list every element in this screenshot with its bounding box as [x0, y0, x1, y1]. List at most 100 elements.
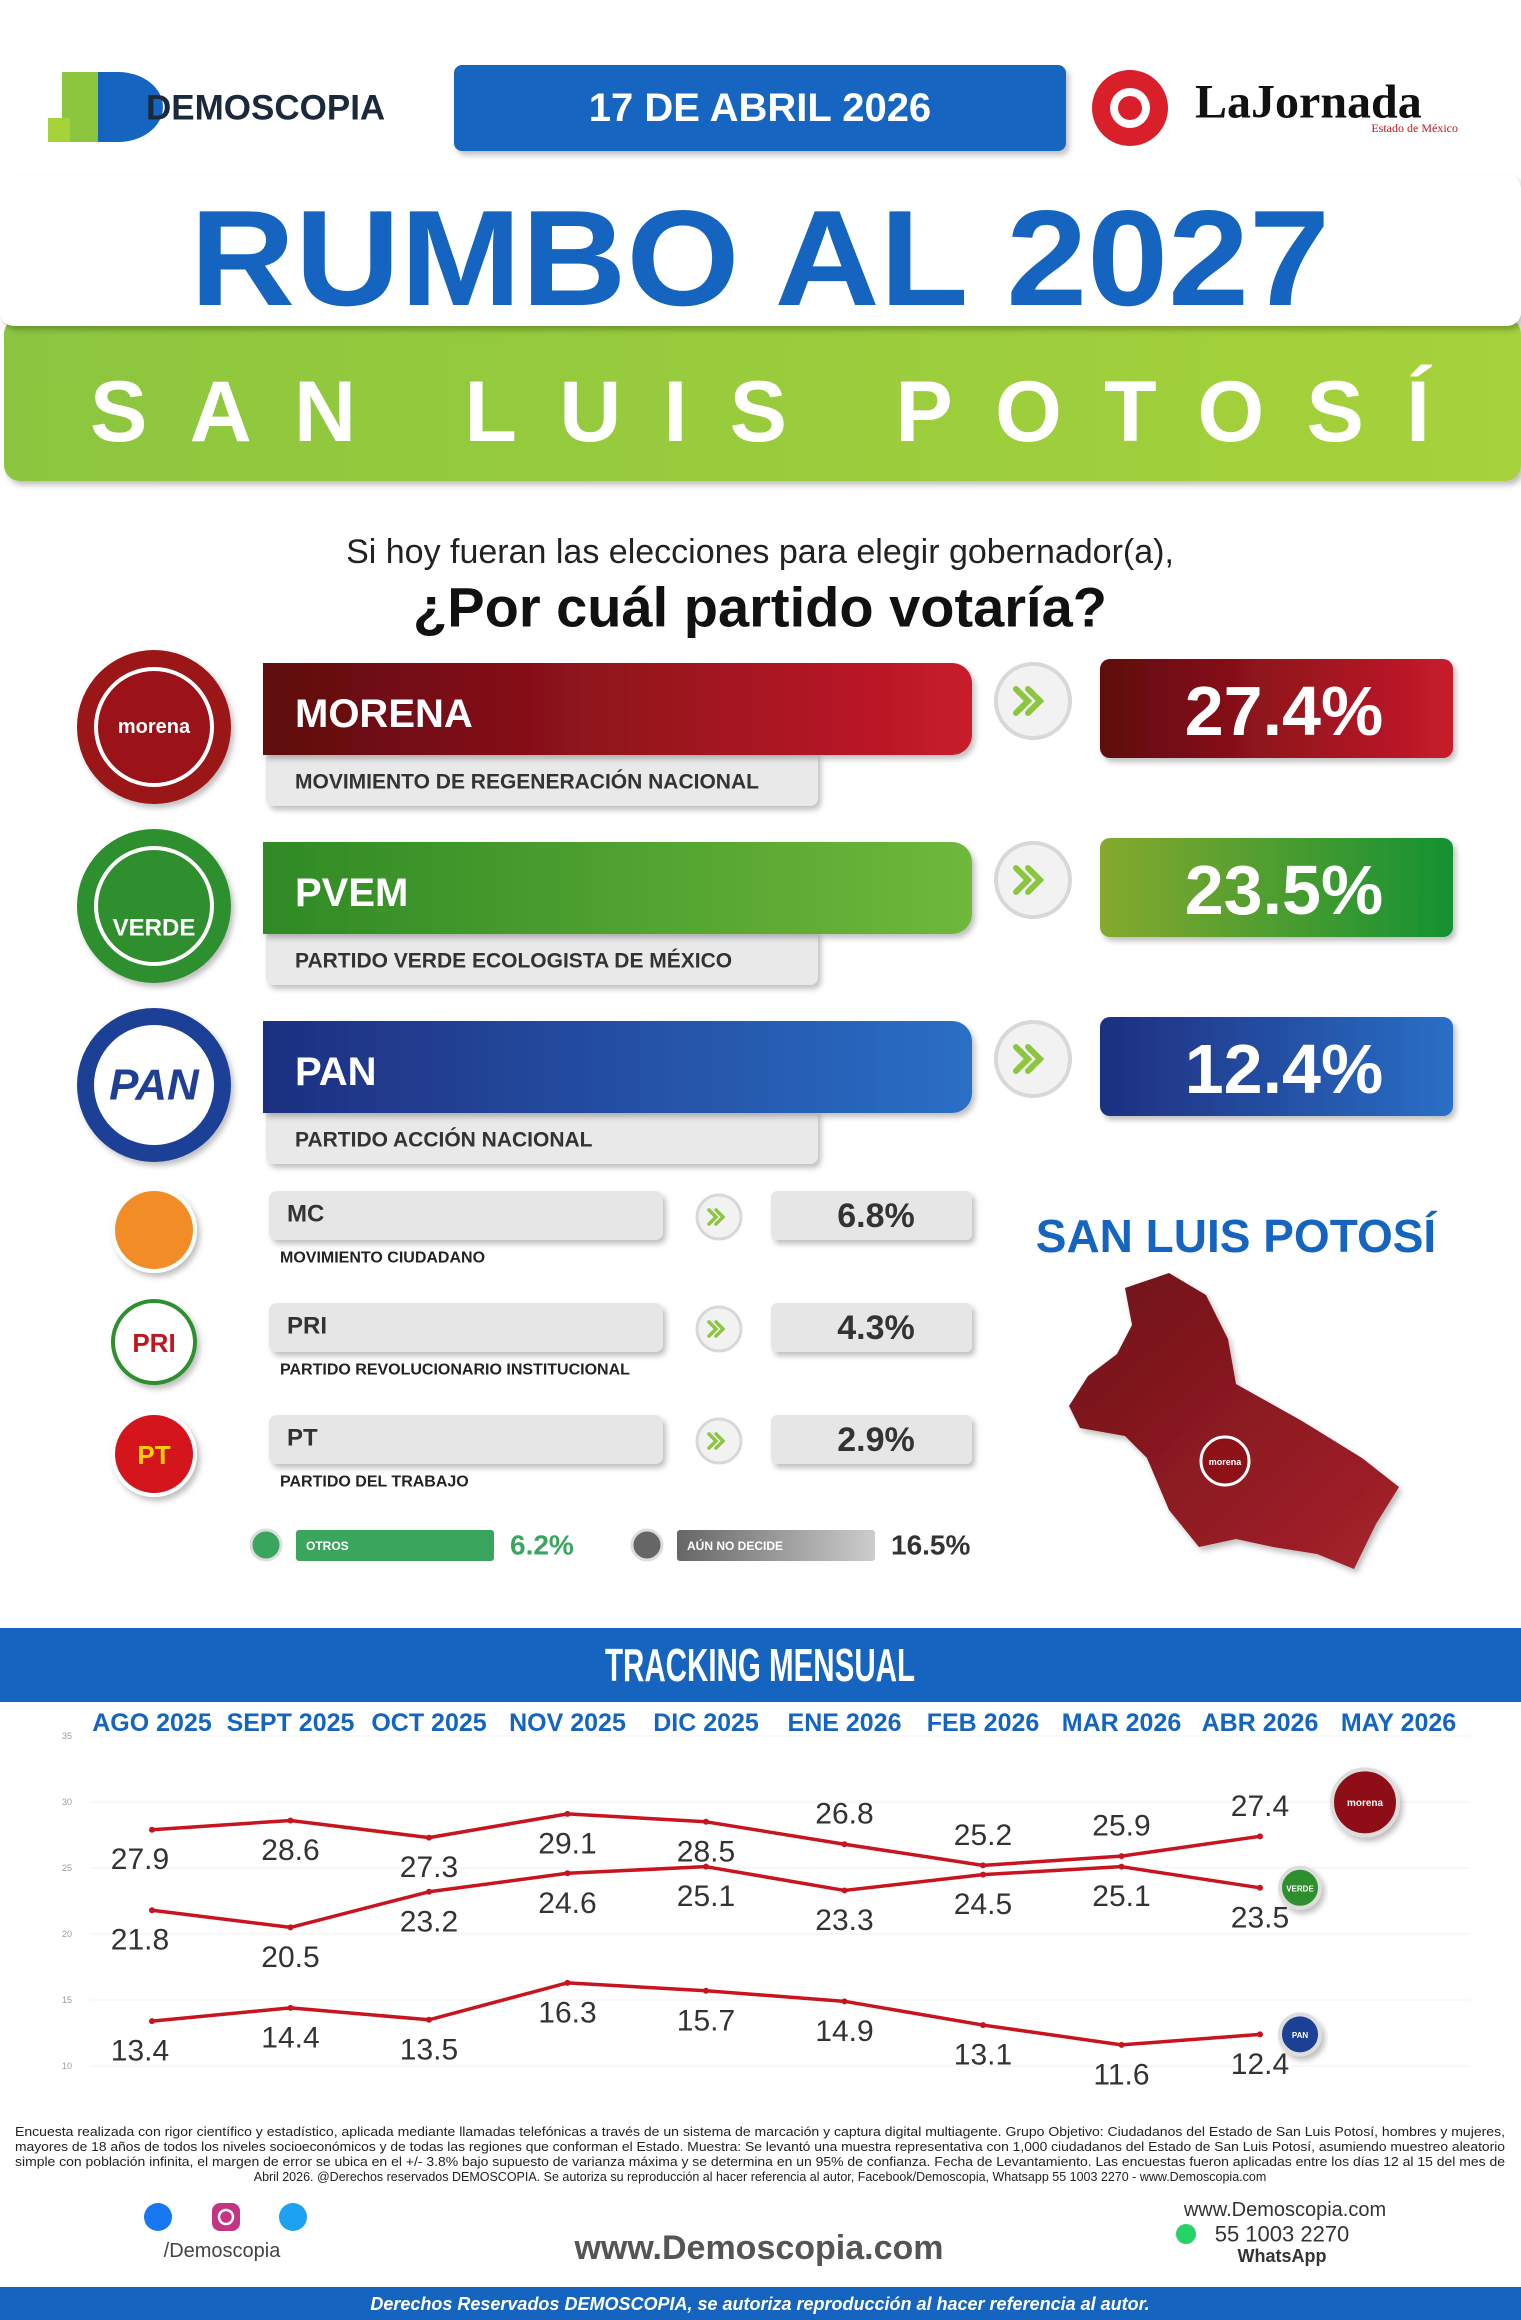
- title-band: [0, 175, 1521, 326]
- series-name: morena: [1347, 1798, 1384, 1809]
- party-bar: [269, 1191, 663, 1240]
- x-tick-label: MAR 2026: [1062, 1709, 1182, 1737]
- tracking-chart: 10 15 20 25 30 35 AGO 2025 SEPT 2025 OCT 2025 NOV…: [62, 1709, 1470, 2091]
- series-point: [287, 1924, 294, 1931]
- question-line1: Si hoy fueran las elecciones para elegir…: [346, 533, 1174, 571]
- party-full-name: PARTIDO VERDE ECOLOGISTA DE MÉXICO: [295, 950, 732, 973]
- y-tick-label: 10: [62, 2061, 72, 2071]
- party-value: 2.9%: [837, 1421, 915, 1459]
- party-logo: [111, 1411, 197, 1497]
- footnote: Encuesta realizada con rigor científico …: [15, 2125, 1505, 2184]
- chevron-icon: [1013, 1044, 1045, 1074]
- whatsapp-icon: [1176, 2224, 1196, 2244]
- party-logo-inner: [94, 667, 214, 787]
- value-label: 13.1: [954, 2039, 1012, 2072]
- partner-logo: LaJornada Estado de México: [1092, 70, 1458, 146]
- other-value: 6.2%: [510, 1530, 574, 1561]
- value-box: [771, 1303, 972, 1352]
- partner-name: LaJornada: [1195, 76, 1422, 129]
- series-point: [149, 2018, 155, 2025]
- series-point: [287, 1817, 294, 1824]
- party-sub-bar: [266, 929, 818, 985]
- series-point: [703, 1863, 709, 1870]
- party-value: 6.8%: [837, 1197, 915, 1235]
- value-label: 23.5: [1231, 1901, 1289, 1934]
- party-results: MORENA MOVIMIENTO DE REGENERACIÓN NACIONA…: [77, 650, 1453, 1497]
- value-label: 25.1: [677, 1880, 735, 1913]
- party-name: PVEM: [295, 871, 408, 915]
- value-box: [1100, 1017, 1453, 1116]
- series-point: [564, 1810, 571, 1817]
- arrow-circle: [994, 1020, 1072, 1098]
- series-point: [1257, 1833, 1263, 1840]
- social-handle: /Demoscopia: [164, 2240, 282, 2262]
- series-name: VERDE: [1286, 1884, 1314, 1893]
- value-label: 24.6: [538, 1887, 596, 1920]
- y-tick-label: 20: [62, 1929, 72, 1939]
- value-label: 25.1: [1092, 1880, 1150, 1913]
- value-label: 27.4: [1231, 1790, 1289, 1823]
- party-logo-label: PT: [137, 1440, 170, 1470]
- y-tick-label: 15: [62, 1995, 72, 2005]
- series-point: [980, 1862, 986, 1869]
- other-icon: [249, 1528, 283, 1562]
- series-point: [1257, 2031, 1263, 2038]
- other-icon: [630, 1528, 664, 1562]
- state-map: [1069, 1273, 1399, 1569]
- other-bar: [677, 1530, 875, 1561]
- party-logo-label: PAN: [109, 1061, 200, 1110]
- series-point: [426, 1888, 432, 1895]
- twitter-icon: [279, 2203, 307, 2231]
- series-point: [564, 1979, 571, 1986]
- x-tick-label: NOV 2025: [509, 1709, 626, 1737]
- series-point: [1118, 1853, 1125, 1860]
- x-tick-label: OCT 2025: [371, 1709, 486, 1737]
- party-name: MORENA: [295, 692, 473, 736]
- party-full-name: MOVIMIENTO DE REGENERACIÓN NACIONAL: [295, 770, 759, 794]
- arrow-circle: [994, 662, 1072, 740]
- value-label: 27.3: [400, 1851, 458, 1884]
- value-label: 13.4: [111, 2035, 169, 2068]
- value-label: 28.6: [261, 1834, 319, 1867]
- x-tick-label: AGO 2025: [92, 1709, 212, 1737]
- party-logo-inner: [94, 1025, 214, 1145]
- y-tick-label: 25: [62, 1863, 72, 1873]
- series-point: [841, 1841, 848, 1848]
- value-label: 24.5: [954, 1888, 1012, 1921]
- value-label: 23.2: [400, 1905, 458, 1938]
- series-point: [980, 1871, 986, 1878]
- instagram-icon: [212, 2203, 240, 2231]
- instagram-icon-lens: [217, 2208, 235, 2226]
- party-value: 12.4%: [1185, 1030, 1383, 1108]
- brand-logo: DEMOSCOPIA: [48, 72, 385, 142]
- value-label: 23.3: [815, 1904, 873, 1937]
- date-box: [454, 65, 1066, 151]
- value-label: 16.3: [538, 1996, 596, 2029]
- party-logo: [111, 1299, 197, 1385]
- brand-name: DEMOSCOPIA: [146, 89, 385, 128]
- party-full-name: PARTIDO ACCIÓN NACIONAL: [295, 1128, 593, 1152]
- series-point: [564, 1870, 571, 1877]
- footnote-line: Abril 2026. @Derechos reservados DEMOSCO…: [254, 2170, 1267, 2184]
- series-badge: [1278, 1865, 1322, 1910]
- value-box: [1100, 659, 1453, 758]
- party-name: PAN: [295, 1050, 376, 1094]
- series-point: [841, 1887, 848, 1894]
- party-bar: [269, 1415, 663, 1464]
- party-value: 4.3%: [837, 1309, 915, 1347]
- series-point: [287, 2004, 294, 2011]
- title: RUMBO AL 2027: [190, 182, 1330, 334]
- x-tick-label: SEPT 2025: [227, 1709, 355, 1737]
- value-label: 14.4: [261, 2021, 319, 2054]
- facebook-icon: [144, 2203, 172, 2231]
- series-point: [426, 2016, 432, 2023]
- party-bar: [263, 1021, 972, 1113]
- series-badge: [1278, 2012, 1322, 2057]
- value-label: 14.9: [815, 2015, 873, 2048]
- x-tick-label: MAY 2026: [1341, 1709, 1456, 1737]
- map-badge-label: morena: [1209, 1457, 1243, 1467]
- value-label: 20.5: [261, 1941, 319, 1974]
- series-point: [703, 1987, 709, 1994]
- party-full-name: MOVIMIENTO CIUDADANO: [280, 1250, 485, 1267]
